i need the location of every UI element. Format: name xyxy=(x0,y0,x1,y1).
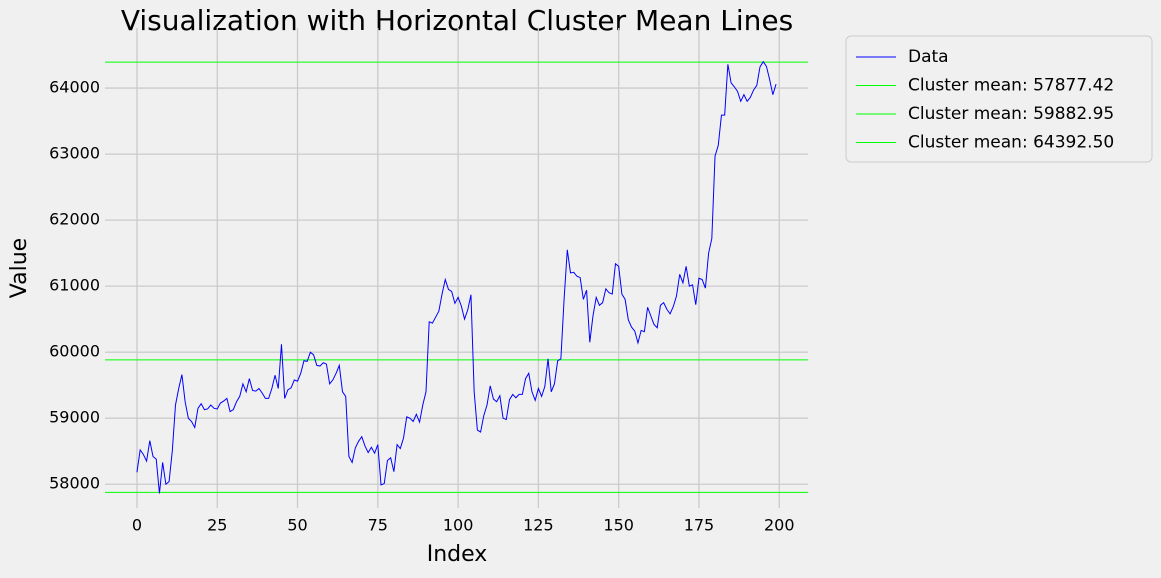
data-line xyxy=(136,60,777,494)
x-tick-label: 150 xyxy=(603,516,634,535)
x-tick-label: 25 xyxy=(207,516,227,535)
legend-label: Cluster mean: 59882.95 xyxy=(908,104,1114,124)
legend-label: Cluster mean: 64392.50 xyxy=(908,133,1114,153)
y-tick-label: 63000 xyxy=(49,144,100,163)
x-tick-label: 0 xyxy=(132,516,142,535)
legend-box xyxy=(845,35,1153,163)
y-tick-label: 60000 xyxy=(49,342,100,361)
y-axis-label: Value xyxy=(7,238,32,298)
x-tick-label: 100 xyxy=(443,516,474,535)
x-tick-label: 75 xyxy=(368,516,388,535)
y-tick-label: 58000 xyxy=(49,474,100,493)
y-tick-label: 64000 xyxy=(49,78,100,97)
y-tick-label: 59000 xyxy=(49,408,100,427)
x-axis-label: Index xyxy=(427,542,488,567)
chart-title: Visualization with Horizontal Cluster Me… xyxy=(121,4,793,37)
x-tick-label: 50 xyxy=(287,516,307,535)
y-tick-label: 62000 xyxy=(49,210,100,229)
y-tick-label: 61000 xyxy=(49,276,100,295)
legend-label: Data xyxy=(908,47,949,67)
legend-label: Cluster mean: 57877.42 xyxy=(908,76,1114,96)
x-tick-label: 200 xyxy=(764,516,795,535)
x-tick-label: 175 xyxy=(684,516,715,535)
x-tick-label: 125 xyxy=(523,516,554,535)
